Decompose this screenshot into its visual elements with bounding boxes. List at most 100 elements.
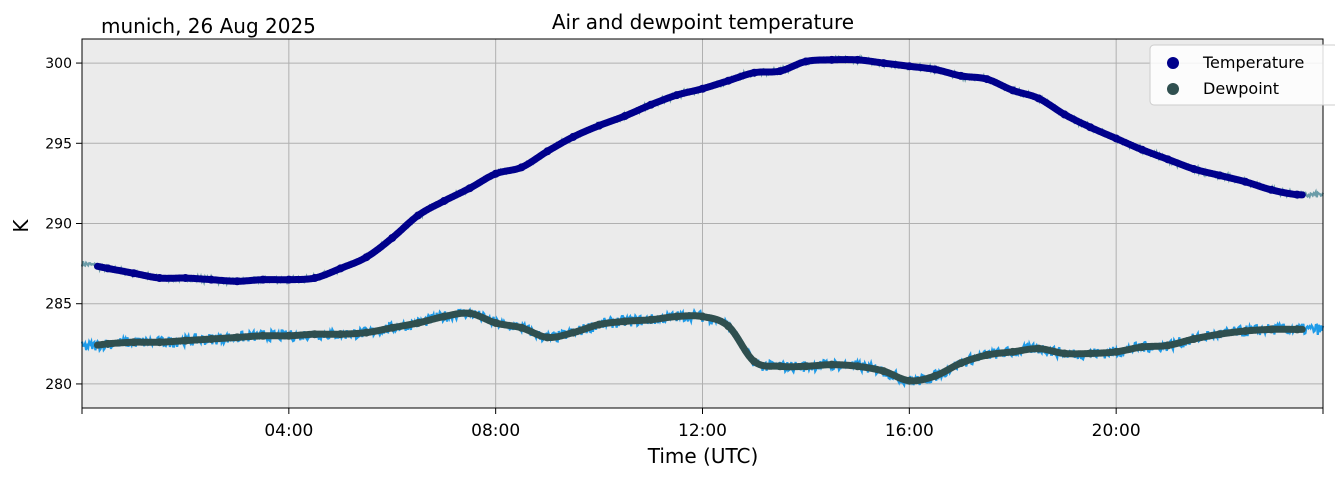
data-point-temperature — [129, 269, 138, 278]
data-point-dewpoint — [543, 333, 552, 342]
legend-marker-dewpoint — [1167, 83, 1179, 95]
data-point-temperature — [181, 274, 190, 283]
data-point-dewpoint — [853, 362, 862, 371]
data-point-temperature — [698, 84, 707, 93]
data-point-dewpoint — [931, 371, 940, 380]
data-point-temperature — [827, 55, 836, 64]
data-point-dewpoint — [1060, 349, 1069, 358]
y-axis-label: K — [9, 219, 33, 233]
data-point-temperature — [258, 275, 267, 284]
legend-label-temperature: Temperature — [1202, 53, 1304, 72]
y-tick-label: 295 — [45, 136, 72, 152]
data-point-dewpoint — [233, 333, 242, 342]
data-point-dewpoint — [1008, 347, 1017, 356]
data-point-dewpoint — [207, 335, 216, 344]
legend-label-dewpoint: Dewpoint — [1203, 79, 1279, 98]
data-point-dewpoint — [491, 318, 500, 327]
y-tick-label: 285 — [45, 297, 72, 313]
data-point-temperature — [1163, 155, 1172, 164]
data-point-dewpoint — [1112, 347, 1121, 356]
data-point-dewpoint — [1034, 344, 1043, 353]
data-point-dewpoint — [439, 312, 448, 321]
data-point-temperature — [905, 62, 914, 71]
data-point-temperature — [465, 184, 474, 193]
data-point-temperature — [103, 264, 112, 273]
data-point-dewpoint — [1241, 326, 1250, 335]
x-axis-label: Time (UTC) — [647, 444, 759, 468]
data-point-temperature — [543, 147, 552, 156]
data-point-temperature — [284, 275, 293, 284]
data-point-temperature — [724, 76, 733, 85]
x-tick-label: 12:00 — [678, 421, 727, 441]
data-point-dewpoint — [698, 312, 707, 321]
data-point-dewpoint — [1215, 330, 1224, 339]
data-point-temperature — [879, 59, 888, 68]
legend: Temperature Dewpoint — [1149, 44, 1335, 106]
data-point-temperature — [750, 68, 759, 77]
data-point-dewpoint — [414, 318, 423, 327]
data-point-dewpoint — [827, 360, 836, 369]
data-point-temperature — [1008, 86, 1017, 95]
data-point-temperature — [310, 274, 319, 283]
data-point-dewpoint — [776, 362, 785, 371]
data-point-dewpoint — [1163, 341, 1172, 350]
data-point-dewpoint — [905, 376, 914, 385]
data-point-dewpoint — [1189, 335, 1198, 344]
data-point-temperature — [1215, 171, 1224, 180]
data-point-temperature — [1112, 134, 1121, 143]
data-point-dewpoint — [362, 328, 371, 337]
data-point-temperature — [1034, 94, 1043, 103]
data-point-temperature — [931, 65, 940, 74]
data-point-dewpoint — [672, 312, 681, 321]
data-point-temperature — [362, 253, 371, 262]
y-tick-label: 280 — [45, 377, 72, 393]
data-point-temperature — [414, 211, 423, 220]
data-point-dewpoint — [646, 315, 655, 324]
x-tick-label: 16:00 — [885, 421, 934, 441]
y-tick-label: 300 — [45, 56, 72, 72]
data-point-temperature — [517, 163, 526, 172]
data-point-dewpoint — [465, 309, 474, 318]
data-point-dewpoint — [258, 331, 267, 340]
y-tick-label: 290 — [45, 217, 72, 233]
data-point-dewpoint — [801, 362, 810, 371]
data-point-temperature — [595, 121, 604, 130]
data-point-temperature — [982, 75, 991, 84]
x-tick-label: 04:00 — [264, 421, 313, 441]
data-point-dewpoint — [957, 359, 966, 368]
data-point-dewpoint — [517, 323, 526, 332]
data-point-dewpoint — [1267, 325, 1276, 334]
data-point-temperature — [957, 71, 966, 80]
chart-title: Air and dewpoint temperature — [552, 10, 854, 34]
data-point-dewpoint — [1086, 349, 1095, 358]
data-point-dewpoint — [595, 320, 604, 329]
data-point-temperature — [388, 233, 397, 242]
axes: 04:00 08:00 12:00 16:00 20:00 280 285 290 295 300 — [45, 56, 1324, 441]
data-point-dewpoint — [1138, 343, 1147, 352]
data-point-dewpoint — [1293, 325, 1302, 334]
data-point-temperature — [336, 264, 345, 273]
legend-box — [1149, 44, 1335, 106]
legend-marker-temperature — [1167, 57, 1179, 69]
chart-subtitle: munich, 26 Aug 2025 — [101, 14, 316, 38]
data-point-dewpoint — [155, 338, 164, 347]
data-point-temperature — [1267, 185, 1276, 194]
data-point-temperature — [1086, 123, 1095, 132]
grid-lines — [82, 39, 1323, 408]
data-point-temperature — [1293, 190, 1302, 199]
data-point-dewpoint — [310, 330, 319, 339]
data-point-temperature — [776, 67, 785, 76]
data-point-temperature — [155, 274, 164, 283]
data-point-temperature — [491, 169, 500, 178]
data-point-dewpoint — [103, 339, 112, 348]
data-point-temperature — [1189, 164, 1198, 173]
data-point-temperature — [620, 112, 629, 121]
data-point-dewpoint — [569, 328, 578, 337]
data-point-temperature — [569, 132, 578, 141]
data-point-dewpoint — [129, 338, 138, 347]
data-point-temperature — [801, 57, 810, 66]
data-point-dewpoint — [879, 367, 888, 376]
series-layer — [94, 55, 1306, 385]
x-tick-label: 08:00 — [471, 421, 520, 441]
